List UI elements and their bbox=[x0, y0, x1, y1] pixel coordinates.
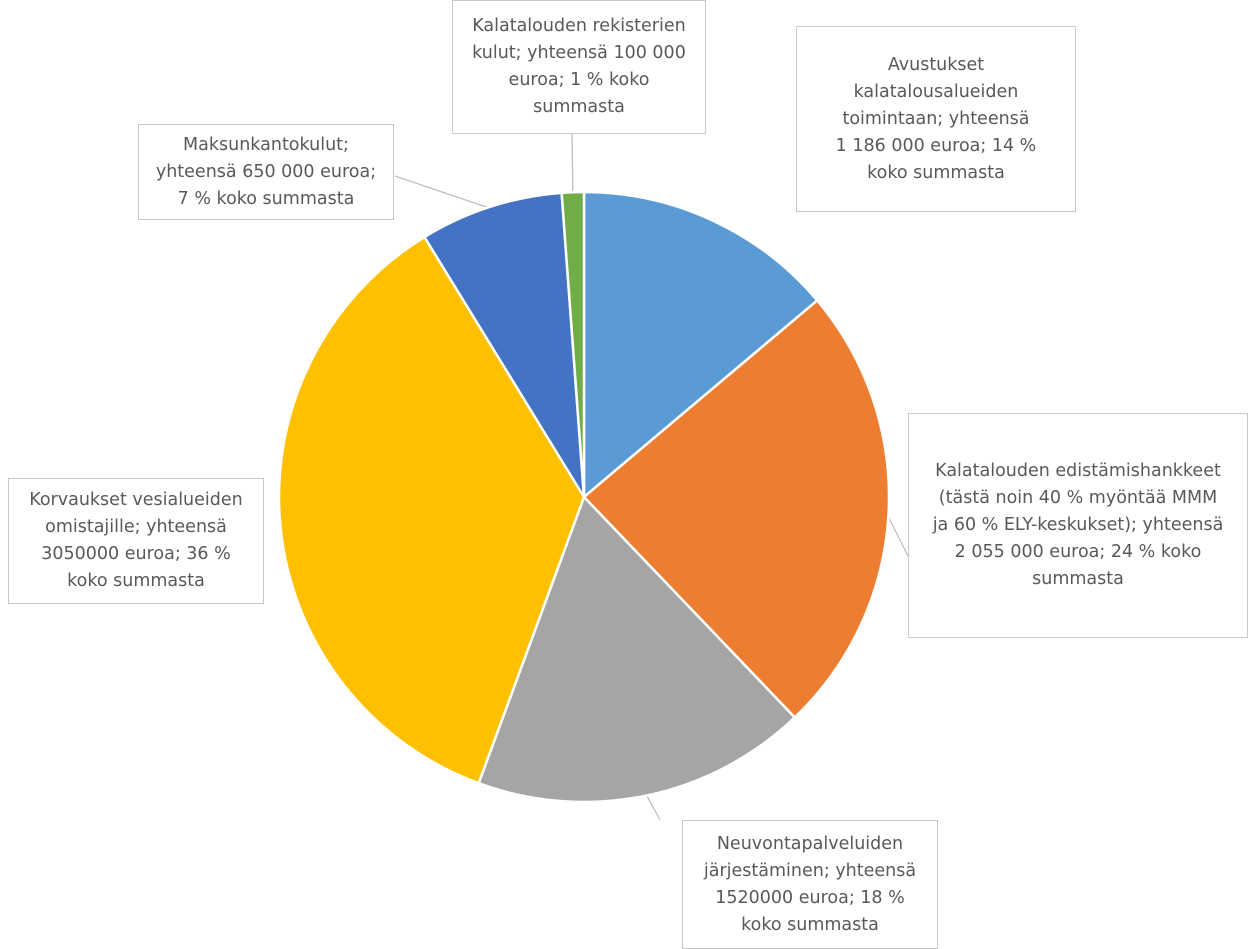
pie-slice-edistamishankkeet bbox=[582, 299, 891, 719]
leader-line-neuvontapalvelut bbox=[645, 793, 661, 821]
slice-label-korvaukset: Korvaukset vesialueiden omistajille; yht… bbox=[8, 478, 264, 604]
leader-lines bbox=[394, 133, 911, 821]
pie-slice-avustukset bbox=[582, 190, 819, 499]
pie-slice-neuvontapalvelut bbox=[477, 495, 797, 804]
leader-line-edistamishankkeet bbox=[886, 513, 911, 561]
slice-label-neuvontapalvelut: Neuvontapalveluiden järjestäminen; yhtee… bbox=[682, 820, 938, 949]
leader-line-maksunkantokulut bbox=[394, 175, 492, 210]
leader-line-rekisterit bbox=[571, 133, 574, 195]
pie-slice-rekisterit bbox=[560, 190, 586, 499]
slice-label-rekisterit: Kalatalouden rekisterien kulut; yhteensä… bbox=[452, 0, 706, 134]
pie-slice-maksunkantokulut bbox=[423, 191, 586, 499]
pie-slices bbox=[277, 190, 891, 804]
slice-label-avustukset: Avustukset kalatalousalueiden toimintaan… bbox=[796, 26, 1076, 212]
slice-label-maksunkantokulut: Maksunkantokulut; yhteensä 650 000 euroa… bbox=[138, 124, 394, 220]
slice-label-edistamishankkeet: Kalatalouden edistämishankkeet (tästä no… bbox=[908, 413, 1248, 638]
